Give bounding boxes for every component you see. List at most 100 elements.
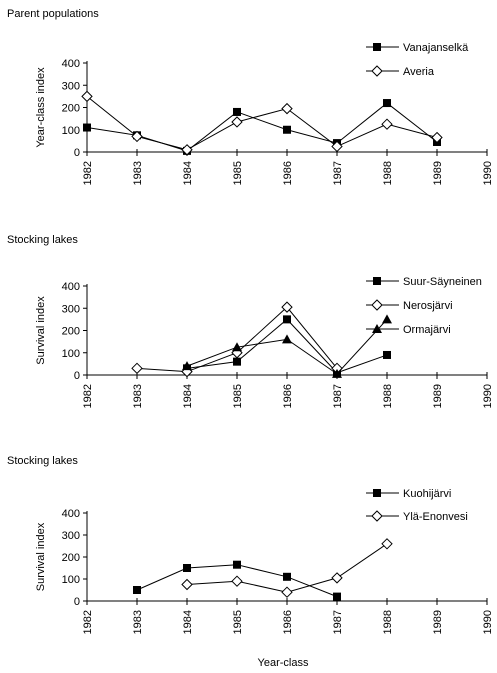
y-tick-label: 200: [62, 326, 80, 338]
y-tick-label: 200: [62, 103, 80, 115]
panel-title: Parent populations: [7, 8, 99, 20]
legend-entry-1: Suur-Säyneinen: [366, 276, 482, 288]
y-tick-label: 300: [62, 303, 80, 315]
x-tick-label: 1983: [132, 610, 144, 634]
x-tick-label: 1982: [82, 610, 94, 634]
x-tick-label: 1990: [482, 610, 494, 634]
legend-marker: [371, 65, 383, 77]
chart-panel-1: Parent populations 0 100 200 300 400 1982 1983 1…: [7, 8, 494, 185]
legend-label: Ylä-Enonvesi: [403, 511, 468, 523]
data-point: [181, 578, 193, 591]
legend-entry-1: Vanajanselkä: [366, 42, 469, 54]
legend-entry-2: Nerosjärvi: [366, 299, 453, 312]
y-tick-label: 400: [62, 508, 80, 520]
data-point: [381, 538, 393, 550]
x-tick-label: 1986: [282, 161, 294, 185]
data-point: [232, 342, 242, 352]
y-axis-title: Survival index: [35, 522, 47, 591]
y-tick-label: 100: [62, 125, 80, 137]
panel-title: Stocking lakes: [7, 234, 78, 246]
data-point: [283, 315, 291, 324]
data-point: [281, 102, 293, 115]
legend-entry-2: Ylä-Enonvesi: [366, 510, 468, 523]
legend-label: Vanajanselkä: [403, 42, 469, 54]
data-point: [332, 368, 342, 378]
data-point: [181, 144, 193, 156]
legend-entry-1: Kuohijärvi: [366, 488, 451, 500]
y-tick-label: 100: [62, 574, 80, 586]
legend-marker: [373, 489, 381, 497]
data-point: [131, 130, 143, 143]
data-point: [283, 125, 291, 134]
data-point: [382, 314, 392, 324]
legend-marker: [371, 299, 383, 311]
legend-entry-3: Ormajärvi: [366, 324, 451, 336]
y-tick-label: 0: [74, 370, 80, 382]
data-point: [233, 107, 241, 116]
data-point: [333, 592, 341, 601]
y-tick-label: 0: [74, 147, 80, 159]
legend-marker: [373, 43, 381, 51]
chart-panel-2: Stocking lakes 0 100 200 300 400 1982 1983 1984 1…: [7, 234, 494, 408]
legend-marker: [372, 324, 382, 333]
series-line-1: [186, 318, 388, 374]
x-tick-label: 1989: [432, 161, 444, 185]
data-point: [282, 334, 292, 344]
x-tick-label: 1988: [382, 161, 394, 185]
x-tick-label: 1987: [332, 384, 344, 408]
x-tick-label: 1986: [282, 610, 294, 634]
legend-marker: [371, 510, 383, 522]
y-tick-label: 300: [62, 530, 80, 542]
y-tick-label: 300: [62, 80, 80, 92]
x-tick-label: 1986: [282, 384, 294, 408]
y-tick-label: 200: [62, 552, 80, 564]
chart-panel-3: Stocking lakes 0 100 200 300 400 1982 1983 1984 1…: [7, 455, 494, 669]
y-axis-title: Year-class index: [35, 67, 47, 148]
legend-marker: [373, 277, 381, 285]
legend-label: Nerosjärvi: [403, 300, 453, 312]
y-tick-label: 0: [74, 596, 80, 608]
data-point: [233, 357, 241, 366]
data-point: [281, 586, 293, 598]
y-axis-title: Survival index: [35, 296, 47, 365]
y-tick-label: 400: [62, 58, 80, 70]
data-point: [381, 118, 393, 130]
x-tick-label: 1985: [232, 161, 244, 185]
data-point: [383, 99, 391, 108]
data-point: [431, 131, 443, 144]
data-point: [331, 140, 343, 153]
x-tick-label: 1984: [182, 610, 194, 634]
legend-label: Averia: [403, 66, 435, 78]
x-tick-label: 1990: [482, 161, 494, 185]
x-tick-label: 1988: [382, 610, 394, 634]
x-tick-label: 1987: [332, 161, 344, 185]
x-tick-label: 1985: [232, 610, 244, 634]
data-point: [331, 572, 343, 584]
x-axis-title: Year-class: [258, 657, 309, 669]
data-point: [81, 90, 93, 103]
x-tick-label: 1982: [82, 161, 94, 185]
legend-label: Ormajärvi: [403, 324, 451, 336]
data-point: [183, 564, 191, 572]
data-point: [83, 123, 91, 132]
legend-entry-2: Averia: [366, 65, 435, 78]
x-tick-label: 1984: [182, 384, 194, 408]
series-line-2: [86, 95, 438, 151]
x-tick-label: 1989: [432, 610, 444, 634]
x-tick-label: 1983: [132, 384, 144, 408]
data-point: [131, 362, 143, 375]
legend-label: Suur-Säyneinen: [403, 276, 482, 288]
x-tick-label: 1988: [382, 384, 394, 408]
series-line-2: [186, 543, 388, 593]
data-point: [233, 560, 241, 569]
data-point: [182, 361, 192, 371]
x-tick-label: 1983: [132, 161, 144, 185]
x-tick-label: 1987: [332, 610, 344, 634]
data-point: [283, 572, 291, 581]
data-point: [281, 301, 293, 313]
x-tick-label: 1984: [182, 161, 194, 185]
data-point: [231, 575, 243, 587]
legend-label: Kuohijärvi: [403, 488, 451, 500]
panel-title: Stocking lakes: [7, 455, 78, 467]
